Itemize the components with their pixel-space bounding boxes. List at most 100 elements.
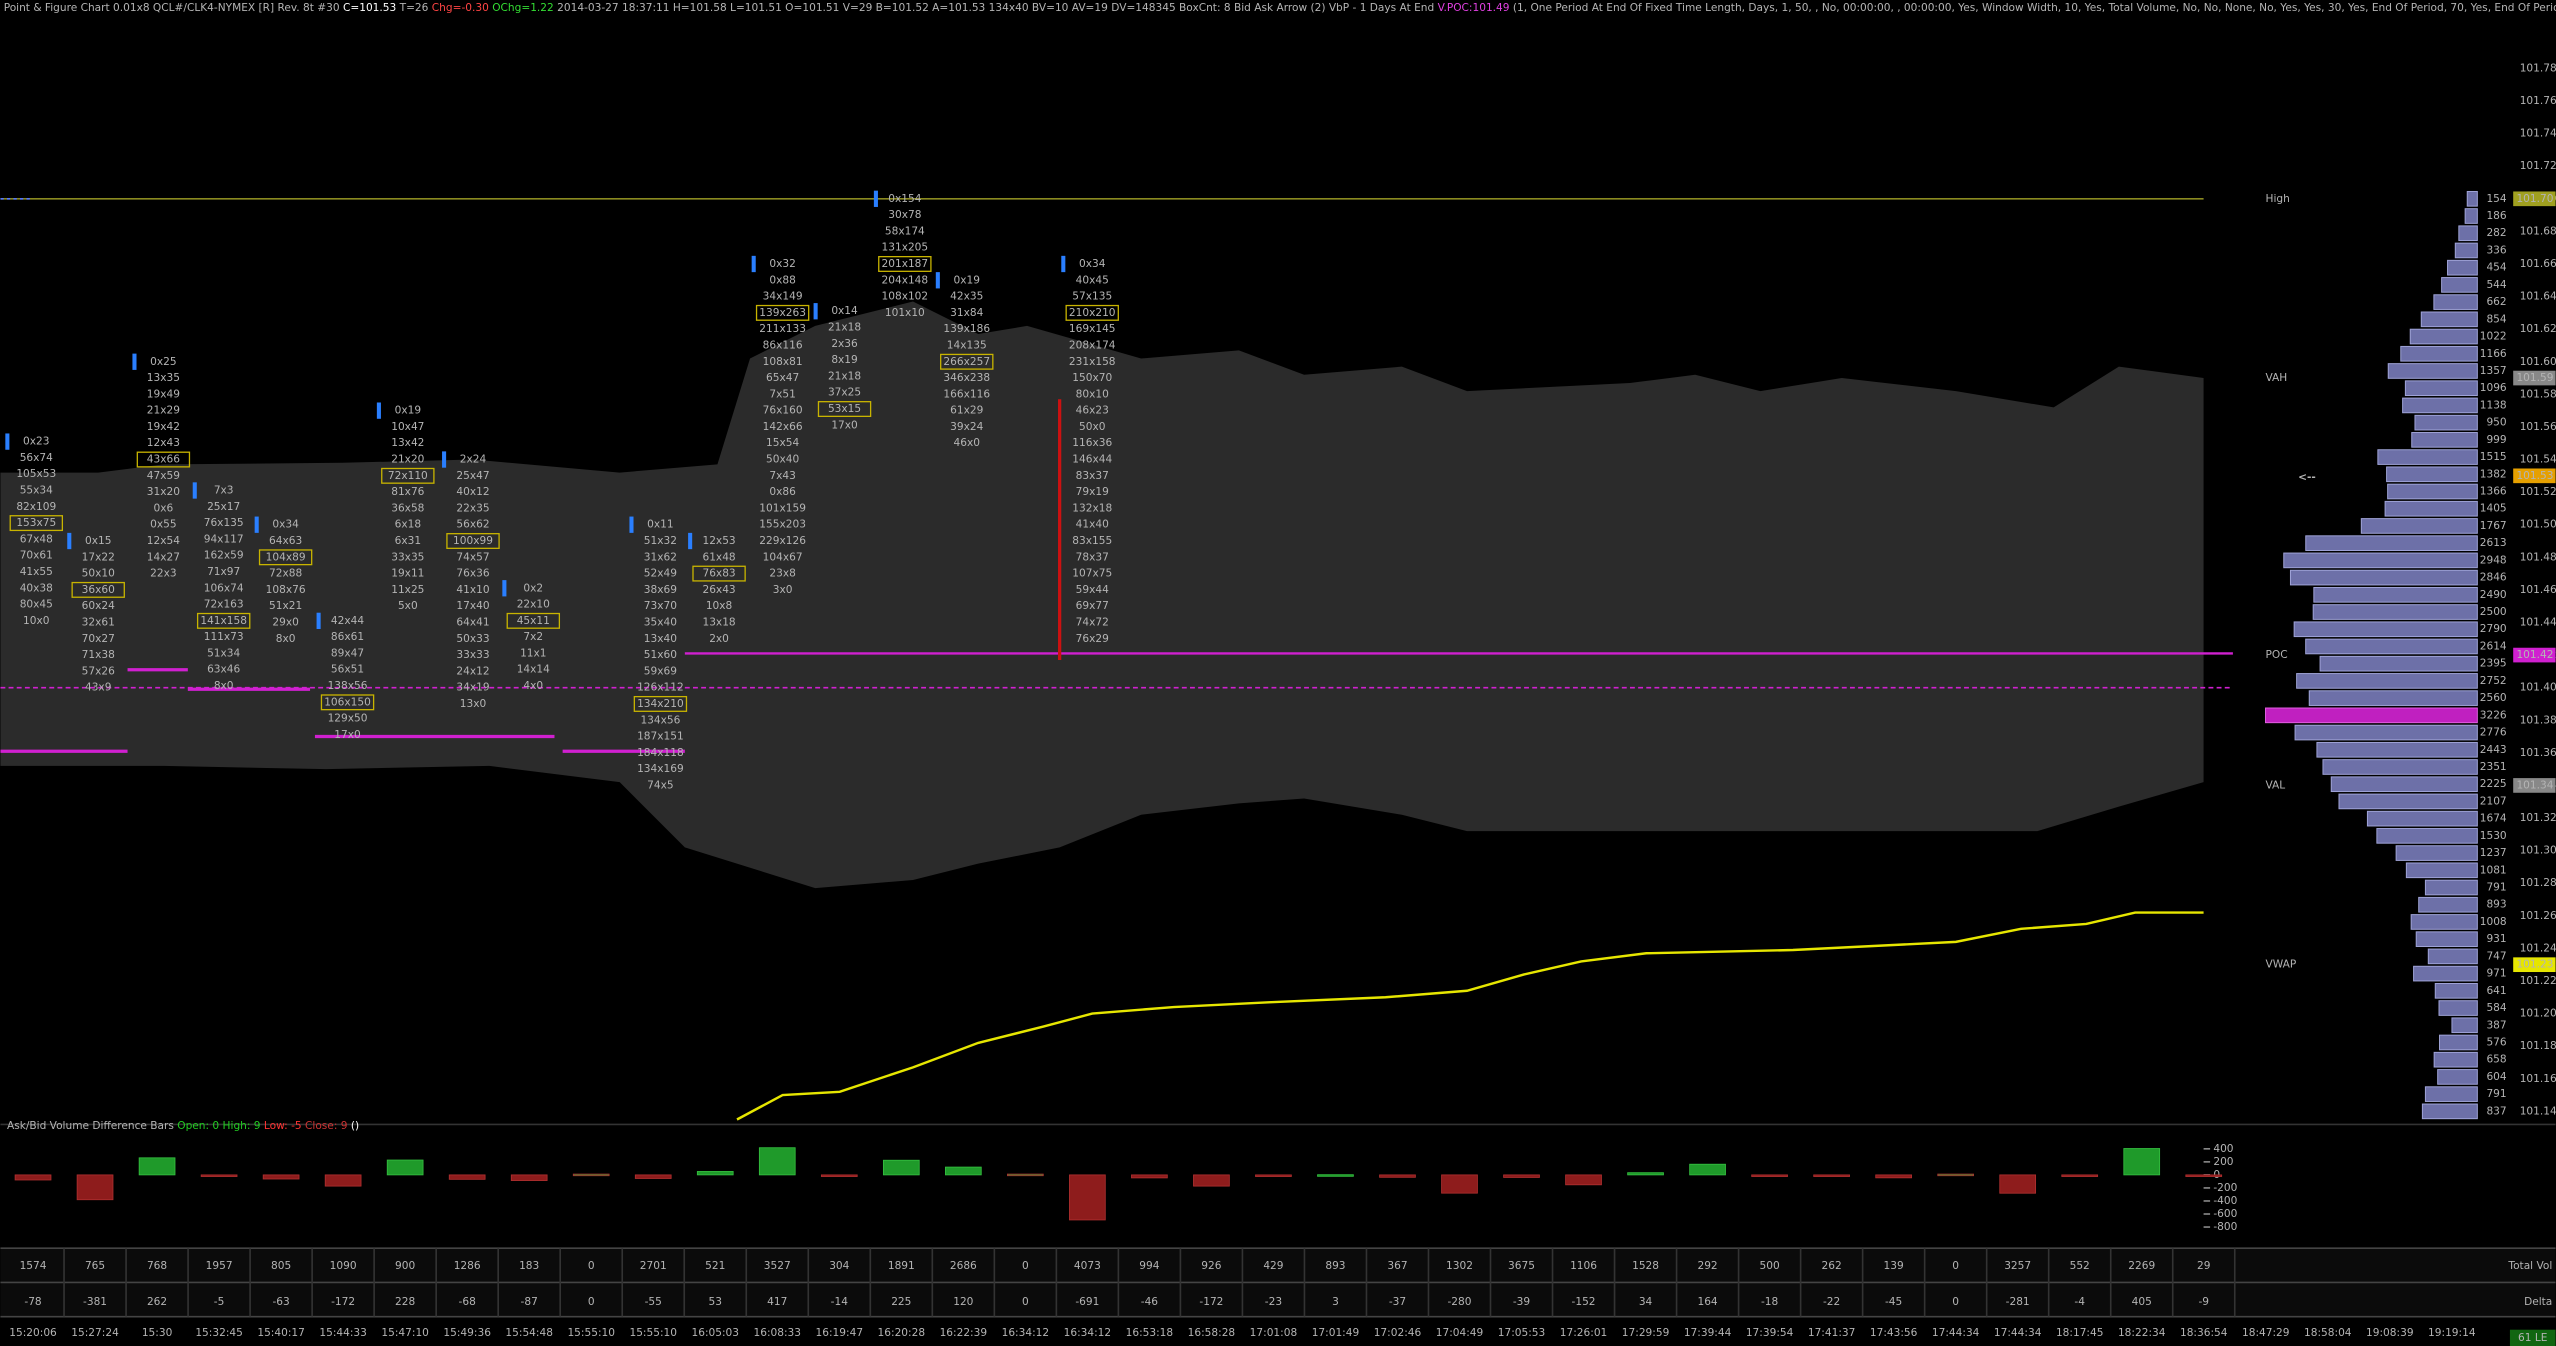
price-tick-label: 101.44 [2520, 616, 2556, 628]
profile-value: 544 [2486, 279, 2506, 291]
footprint-cell: 10x47 [391, 421, 424, 433]
value-area [0, 301, 2204, 889]
profile-bar [2395, 845, 2478, 861]
footprint-cell: 73x70 [644, 600, 677, 612]
footprint-cell: 0x55 [150, 519, 176, 531]
footprint-cell: 101x10 [885, 307, 925, 319]
profile-bar [2437, 1069, 2478, 1085]
footprint-cell: 21x18 [828, 370, 861, 382]
delta-bar [2123, 1148, 2161, 1176]
total-volume: 29 [2197, 1260, 2210, 1272]
footprint-cell: 30x78 [888, 209, 921, 221]
footprint-cell: 41x55 [20, 566, 53, 578]
profile-bar [2293, 621, 2478, 638]
marker-label: High [2266, 193, 2290, 205]
delta-value: -172 [1199, 1296, 1223, 1308]
footprint-cell: 79x19 [1076, 486, 1109, 498]
footprint-cell: 21x29 [147, 405, 180, 417]
column-marker [688, 532, 693, 550]
header-open-change: OChg=1.22 [492, 2, 554, 14]
profile-bar [2414, 414, 2478, 431]
footprint-cell: 19x49 [147, 388, 180, 400]
total-volume: 1302 [1446, 1260, 1473, 1272]
footprint-cell: 8x19 [831, 354, 857, 366]
footprint-cell: 76x29 [1076, 633, 1109, 645]
profile-value: 576 [2486, 1036, 2506, 1048]
profile-value: 454 [2486, 262, 2506, 274]
delta-value: 0 [1952, 1296, 1959, 1308]
footprint-cell: 17x22 [82, 551, 115, 563]
profile-value: 336 [2486, 244, 2506, 256]
total-volume: 500 [1759, 1260, 1779, 1272]
profile-value: 1382 [2480, 468, 2507, 480]
profile-bar [2305, 535, 2478, 551]
profile-bar [2294, 724, 2478, 741]
delta-value: -63 [272, 1296, 289, 1308]
profile-bar [2438, 1000, 2478, 1016]
footprint-cell: 19x11 [391, 568, 424, 580]
footprint-cell: 80x10 [1076, 388, 1109, 400]
profile-bar [2312, 604, 2478, 620]
footprint-cell: 17x40 [456, 600, 489, 612]
profile-value: 2395 [2480, 658, 2507, 670]
current-arrow: <-- [2298, 471, 2316, 483]
delta-bar [510, 1174, 548, 1181]
profile-bar [2386, 466, 2478, 483]
profile-bar [2384, 500, 2478, 517]
profile-value: 1674 [2480, 813, 2507, 825]
delta-value: 417 [767, 1296, 787, 1308]
profile-bar [2330, 776, 2478, 793]
delta-bar [1379, 1174, 1416, 1178]
profile-value: 791 [2486, 1088, 2506, 1100]
footprint-cell: 70x27 [82, 633, 115, 645]
footprint-cell: 72x163 [204, 599, 244, 611]
footprint-cell: 43x66 [147, 454, 180, 466]
delta-bar [1627, 1172, 1664, 1176]
column-marker [873, 190, 878, 207]
profile-value: 1405 [2480, 503, 2507, 515]
footprint-cell: 76x83 [702, 568, 735, 580]
footprint-cell: 169x145 [1069, 323, 1116, 335]
delta-value: -4 [2074, 1296, 2085, 1308]
footprint-cell: 74x72 [1076, 616, 1109, 628]
time-label: 18:17:45 [2056, 1327, 2104, 1339]
delta-value: -68 [459, 1296, 476, 1308]
total-volume: 367 [1387, 1260, 1407, 1272]
column-marker [376, 402, 381, 419]
footprint-cell: 7x2 [523, 631, 543, 643]
time-label: 15:55:10 [629, 1327, 677, 1339]
time-label: 18:36:54 [2180, 1327, 2228, 1339]
price-tick-label: 101.26 [2520, 910, 2556, 922]
profile-bar [2420, 311, 2478, 328]
footprint-cell: 23x8 [769, 568, 795, 580]
delta-bar [696, 1171, 734, 1176]
time-label: 19:19:14 [2428, 1327, 2476, 1339]
status-box [2509, 1329, 2556, 1346]
total-volume: 1286 [454, 1260, 481, 1272]
delta-bar [1193, 1174, 1230, 1187]
footprint-cell: 42x35 [950, 291, 983, 303]
profile-value: 2225 [2480, 778, 2507, 790]
delta-axis-label: 400 [2213, 1143, 2233, 1155]
footprint-cell: 12x54 [147, 535, 180, 547]
time-label: 15:27:24 [71, 1327, 119, 1339]
profile-bar [2305, 638, 2478, 655]
profile-value: 2500 [2480, 606, 2507, 618]
profile-bar [2313, 586, 2478, 603]
footprint-cell: 31x62 [644, 551, 677, 563]
delta-value: -172 [331, 1296, 355, 1308]
cell-box [506, 612, 561, 629]
profile-bar [2402, 397, 2478, 414]
profile-value: 791 [2486, 882, 2506, 894]
footprint-cell: 13x0 [460, 698, 487, 710]
footprint-cell: 46x0 [954, 437, 981, 449]
profile-value: 2443 [2480, 744, 2507, 756]
time-label: 17:26:01 [1560, 1327, 1608, 1339]
header-trades: T=26 [399, 2, 429, 14]
footprint-cell: 43x9 [85, 682, 111, 694]
current-price-box [2513, 468, 2556, 484]
footprint-cell: 5x0 [398, 600, 418, 612]
profile-bar [2421, 1103, 2478, 1120]
profile-value: 1138 [2480, 399, 2507, 411]
footprint-cell: 71x97 [207, 566, 240, 578]
